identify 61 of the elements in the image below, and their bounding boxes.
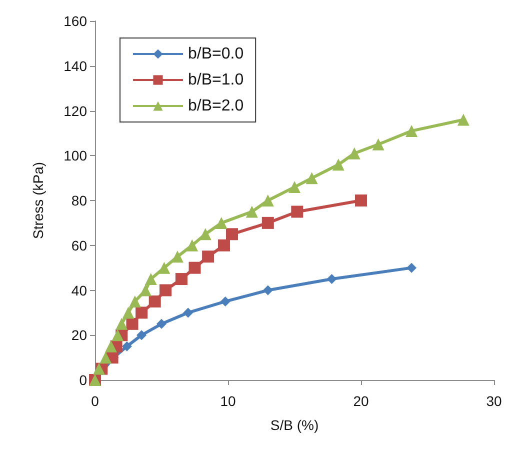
y-axis-title: Stress (kPa) <box>30 162 46 240</box>
y-tick-label: 160 <box>64 13 88 29</box>
point <box>332 158 344 171</box>
point <box>186 239 198 252</box>
y-tick-label: 80 <box>71 192 88 208</box>
point <box>171 250 184 263</box>
point <box>406 124 418 137</box>
point <box>215 216 228 229</box>
point <box>188 262 201 274</box>
x-axis-title: S/B (%) <box>270 417 319 433</box>
point <box>156 318 166 329</box>
point <box>140 284 152 296</box>
x-tick-label: 20 <box>353 393 369 409</box>
y-tick-label: 120 <box>64 102 88 119</box>
point <box>457 114 470 126</box>
point <box>326 274 337 284</box>
point <box>122 306 134 319</box>
point <box>122 341 132 352</box>
y-tick-label: 140 <box>64 58 88 74</box>
point <box>112 329 124 342</box>
point <box>226 228 238 240</box>
point <box>306 172 318 184</box>
point <box>136 306 148 319</box>
point <box>355 194 367 206</box>
point <box>218 239 230 252</box>
point <box>199 228 212 240</box>
point <box>202 250 214 263</box>
x-tick-label: 10 <box>220 393 236 409</box>
point <box>372 138 384 150</box>
y-tick-label: 0 <box>79 372 88 388</box>
x-tick-label: 30 <box>486 393 502 409</box>
x-tick-label: 0 <box>91 393 100 409</box>
point <box>92 362 105 375</box>
y-tick-label: 40 <box>71 282 88 298</box>
point <box>144 273 157 286</box>
point <box>126 318 138 330</box>
y-tick-label: 20 <box>71 327 88 344</box>
point <box>183 308 194 318</box>
y-tick-label: 100 <box>64 148 88 164</box>
legend-label: b/B=2.0 <box>188 98 244 114</box>
point <box>136 330 147 340</box>
point <box>288 181 300 194</box>
y-tick-label: 60 <box>71 237 88 254</box>
point <box>116 318 128 330</box>
legend-label: b/B=0.0 <box>188 46 244 62</box>
point <box>348 147 360 160</box>
point <box>291 206 304 218</box>
point <box>100 352 112 364</box>
point <box>159 284 172 296</box>
point <box>128 295 141 308</box>
point <box>262 216 274 229</box>
point <box>262 285 273 296</box>
point <box>406 262 417 273</box>
point <box>175 273 188 286</box>
point <box>262 194 274 206</box>
point <box>220 296 230 306</box>
legend-label: b/B=1.0 <box>188 72 244 88</box>
point <box>104 340 117 352</box>
point <box>148 295 161 308</box>
point <box>246 206 258 218</box>
point <box>158 262 170 274</box>
